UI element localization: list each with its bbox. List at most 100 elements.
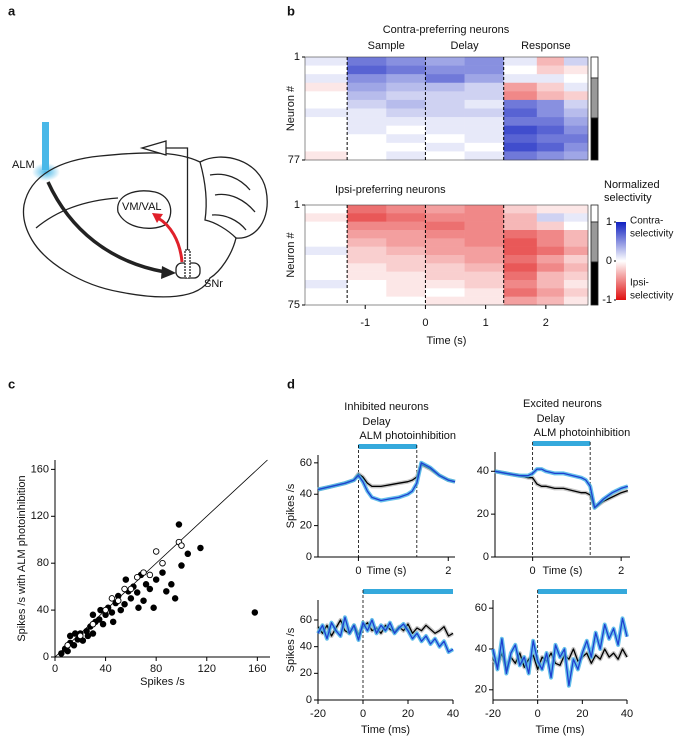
- x-tick-label: 40: [99, 663, 111, 675]
- group-bar: [590, 221, 599, 263]
- scatter-point: [64, 642, 71, 649]
- heatmap-cell: [305, 271, 348, 281]
- heatmap-cell: [347, 205, 387, 214]
- x-axis-label: Spikes /s: [140, 676, 185, 688]
- heatmap-cell: [503, 117, 538, 126]
- colorbar-tick-label: 0: [606, 255, 612, 267]
- heatmap-cell: [305, 205, 348, 214]
- heatmap-cell: [536, 263, 565, 272]
- heatmap-cell: [386, 221, 426, 231]
- heatmap-cell: [386, 117, 426, 126]
- scatter-point: [152, 548, 160, 555]
- scatter-point: [77, 632, 84, 640]
- scatter-point: [58, 650, 65, 657]
- heatmap-cell: [347, 134, 387, 144]
- chart-title: Inhibited neurons: [344, 401, 429, 413]
- heatmap-cell: [464, 238, 505, 247]
- scatter-point: [152, 576, 160, 583]
- heatmap-cell: [386, 82, 426, 92]
- x-tick-label: 2: [445, 565, 451, 577]
- x-tick-label: 1: [483, 317, 489, 329]
- scatter-point: [99, 620, 107, 628]
- heatmap-cell: [347, 117, 387, 126]
- heatmap-cell: [536, 65, 565, 75]
- heatmap-cell: [503, 57, 538, 66]
- x-axis-label: Time (ms): [535, 724, 584, 736]
- heatmap-cell: [536, 108, 565, 118]
- heatmap-cell: [563, 246, 589, 256]
- heatmap-cell: [347, 213, 387, 222]
- y-tick-label: 60: [300, 457, 312, 469]
- scatter-point: [127, 585, 135, 593]
- heatmap-cell: [305, 91, 348, 101]
- heatmap-cell: [464, 74, 505, 84]
- series-line: [317, 462, 456, 502]
- heatmap-cell: [347, 280, 387, 289]
- colorbar-label: selectivity: [630, 229, 673, 240]
- series-line: [492, 617, 628, 687]
- heatmap-cell: [425, 99, 465, 109]
- heatmap-cell: [425, 91, 465, 101]
- x-tick-label: 40: [621, 708, 633, 720]
- heatmap-cell: [536, 246, 565, 256]
- heatmap-cell: [347, 288, 387, 297]
- scatter-point: [64, 647, 71, 655]
- snr-projection: [157, 216, 184, 263]
- heatmap-cell: [347, 74, 387, 84]
- heatmap-cell: [464, 280, 505, 289]
- scatter-point: [108, 609, 116, 616]
- panel-label: b: [287, 3, 295, 18]
- y-tick-label: 40: [300, 488, 312, 500]
- colorbar-title: selectivity: [604, 192, 652, 204]
- heatmap-cell: [503, 82, 538, 92]
- scatter-point: [89, 620, 97, 628]
- x-tick-label: 20: [402, 708, 414, 720]
- heatmap-cell: [563, 99, 589, 109]
- heatmap-cell: [464, 99, 505, 109]
- heatmap-cell: [305, 213, 348, 222]
- heatmap-cell: [347, 271, 387, 281]
- y-tick-label: 1: [294, 199, 300, 211]
- x-axis-label: Time (s): [543, 565, 583, 577]
- heatmap-cell: [464, 296, 505, 306]
- heatmap-cell: [536, 74, 565, 84]
- y-axis-label: Spikes /s: [285, 483, 297, 528]
- scatter-point: [70, 642, 78, 649]
- heatmap-cell: [563, 82, 589, 92]
- colorbar-label: Ipsi-: [630, 278, 649, 289]
- y-tick-label: 60: [475, 602, 487, 614]
- x-axis-label: Time (ms): [361, 724, 410, 736]
- heatmap-cell: [563, 205, 589, 214]
- heatmap-cell: [563, 142, 589, 152]
- heatmap-cell: [563, 263, 589, 272]
- panel-label: d: [287, 376, 295, 391]
- heatmap-cell: [503, 151, 538, 161]
- x-tick-label: 0: [422, 317, 428, 329]
- annotation: Delay: [362, 416, 391, 428]
- y-tick-label: 40: [37, 604, 49, 616]
- scatter-point: [146, 585, 154, 593]
- heatmap-cell: [386, 230, 426, 239]
- scatter-point: [178, 542, 185, 549]
- scatter-point: [197, 544, 204, 552]
- scatter-point: [168, 581, 175, 588]
- y-tick-label: 40: [300, 641, 312, 653]
- scatter-point: [140, 569, 147, 576]
- heatmap-cell: [563, 296, 589, 306]
- series-line: [317, 619, 454, 637]
- heatmap-cell: [536, 271, 565, 281]
- colorbar-tick-label: -1: [602, 294, 612, 306]
- heatmap-cell: [503, 213, 538, 222]
- heatmap-cell: [536, 134, 565, 144]
- x-tick-label: -20: [485, 708, 501, 720]
- y-tick-label: 77: [288, 154, 300, 166]
- scatter-point: [178, 562, 185, 569]
- heatmap-cell: [425, 108, 465, 118]
- heatmap-cell: [563, 134, 589, 144]
- scatter-point: [150, 604, 157, 612]
- x-tick-label: 160: [248, 663, 266, 675]
- annotation: ALM photoinhibition: [359, 430, 456, 442]
- heatmap-cell: [305, 142, 348, 152]
- y-tick-label: 20: [300, 520, 312, 532]
- heatmap-cell: [386, 238, 426, 247]
